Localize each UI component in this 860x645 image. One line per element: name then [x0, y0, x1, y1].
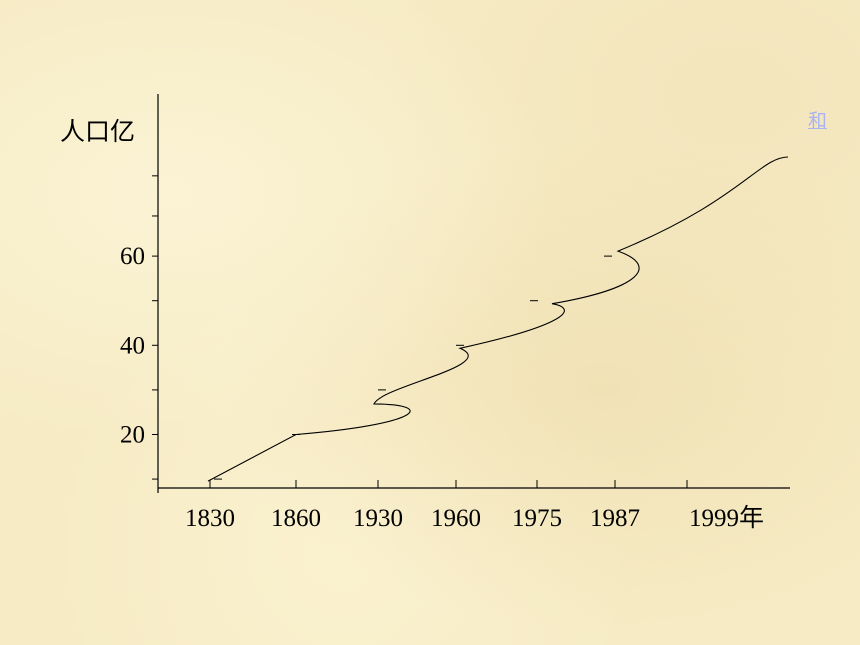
corner-link[interactable]: 和	[808, 110, 828, 132]
y-axis-label: 人口亿	[60, 118, 135, 146]
x-tick-label: 1975	[512, 505, 562, 532]
x-tick-label: 1987	[590, 505, 640, 532]
x-tick-label: 1930	[353, 505, 403, 532]
y-tick-label: 60	[120, 243, 145, 270]
population-curve	[207, 156, 789, 482]
x-tick-label: 1960	[431, 505, 481, 532]
x-tick-label: 1860	[271, 505, 321, 532]
y-ticks: 20 40 60	[120, 175, 158, 480]
x-tick-label: 1999年	[689, 504, 764, 532]
data-point-marks	[214, 255, 612, 480]
x-tick-label: 1830	[185, 505, 235, 532]
y-tick-label: 20	[120, 421, 145, 448]
axes	[157, 94, 790, 493]
y-tick-label: 40	[120, 332, 145, 359]
x-ticks: 1830 1860 1930 1960 1975 1987 1999年	[185, 480, 764, 532]
